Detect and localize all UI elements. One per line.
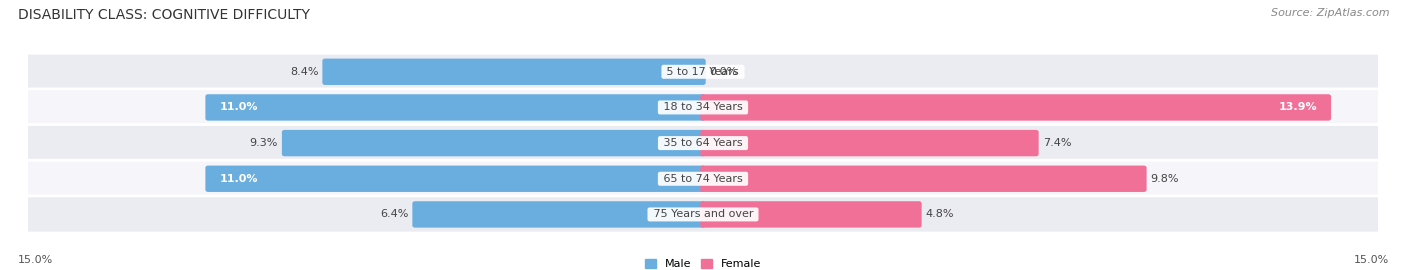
FancyBboxPatch shape	[281, 130, 706, 156]
Text: Source: ZipAtlas.com: Source: ZipAtlas.com	[1271, 8, 1389, 18]
FancyBboxPatch shape	[700, 130, 1039, 156]
FancyBboxPatch shape	[322, 59, 706, 85]
Text: 4.8%: 4.8%	[925, 210, 955, 220]
Text: 18 to 34 Years: 18 to 34 Years	[659, 102, 747, 112]
FancyBboxPatch shape	[27, 196, 1379, 233]
FancyBboxPatch shape	[205, 94, 706, 121]
Text: 8.4%: 8.4%	[290, 67, 318, 77]
Text: 11.0%: 11.0%	[219, 102, 257, 112]
Text: 15.0%: 15.0%	[1354, 255, 1389, 265]
Text: 7.4%: 7.4%	[1043, 138, 1071, 148]
Text: 13.9%: 13.9%	[1278, 102, 1317, 112]
Text: 0.0%: 0.0%	[710, 67, 738, 77]
Text: 65 to 74 Years: 65 to 74 Years	[659, 174, 747, 184]
FancyBboxPatch shape	[27, 160, 1379, 197]
FancyBboxPatch shape	[27, 53, 1379, 90]
Text: 5 to 17 Years: 5 to 17 Years	[664, 67, 742, 77]
FancyBboxPatch shape	[412, 201, 706, 228]
Text: 75 Years and over: 75 Years and over	[650, 210, 756, 220]
Text: 6.4%: 6.4%	[380, 210, 408, 220]
Text: 9.3%: 9.3%	[249, 138, 278, 148]
Text: 35 to 64 Years: 35 to 64 Years	[659, 138, 747, 148]
FancyBboxPatch shape	[27, 89, 1379, 126]
Text: 15.0%: 15.0%	[18, 255, 53, 265]
Text: 11.0%: 11.0%	[219, 174, 257, 184]
FancyBboxPatch shape	[205, 166, 706, 192]
Legend: Male, Female: Male, Female	[641, 255, 765, 270]
FancyBboxPatch shape	[27, 124, 1379, 162]
Text: DISABILITY CLASS: COGNITIVE DIFFICULTY: DISABILITY CLASS: COGNITIVE DIFFICULTY	[18, 8, 311, 22]
FancyBboxPatch shape	[700, 94, 1331, 121]
FancyBboxPatch shape	[700, 201, 922, 228]
FancyBboxPatch shape	[700, 166, 1147, 192]
Text: 9.8%: 9.8%	[1150, 174, 1180, 184]
